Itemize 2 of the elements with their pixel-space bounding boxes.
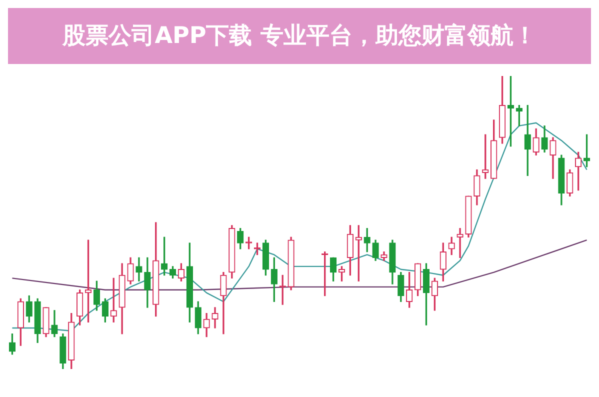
chart-title: 股票公司APP下载 专业平台，助您财富领航！ — [61, 22, 538, 51]
candlestick — [456, 228, 464, 258]
